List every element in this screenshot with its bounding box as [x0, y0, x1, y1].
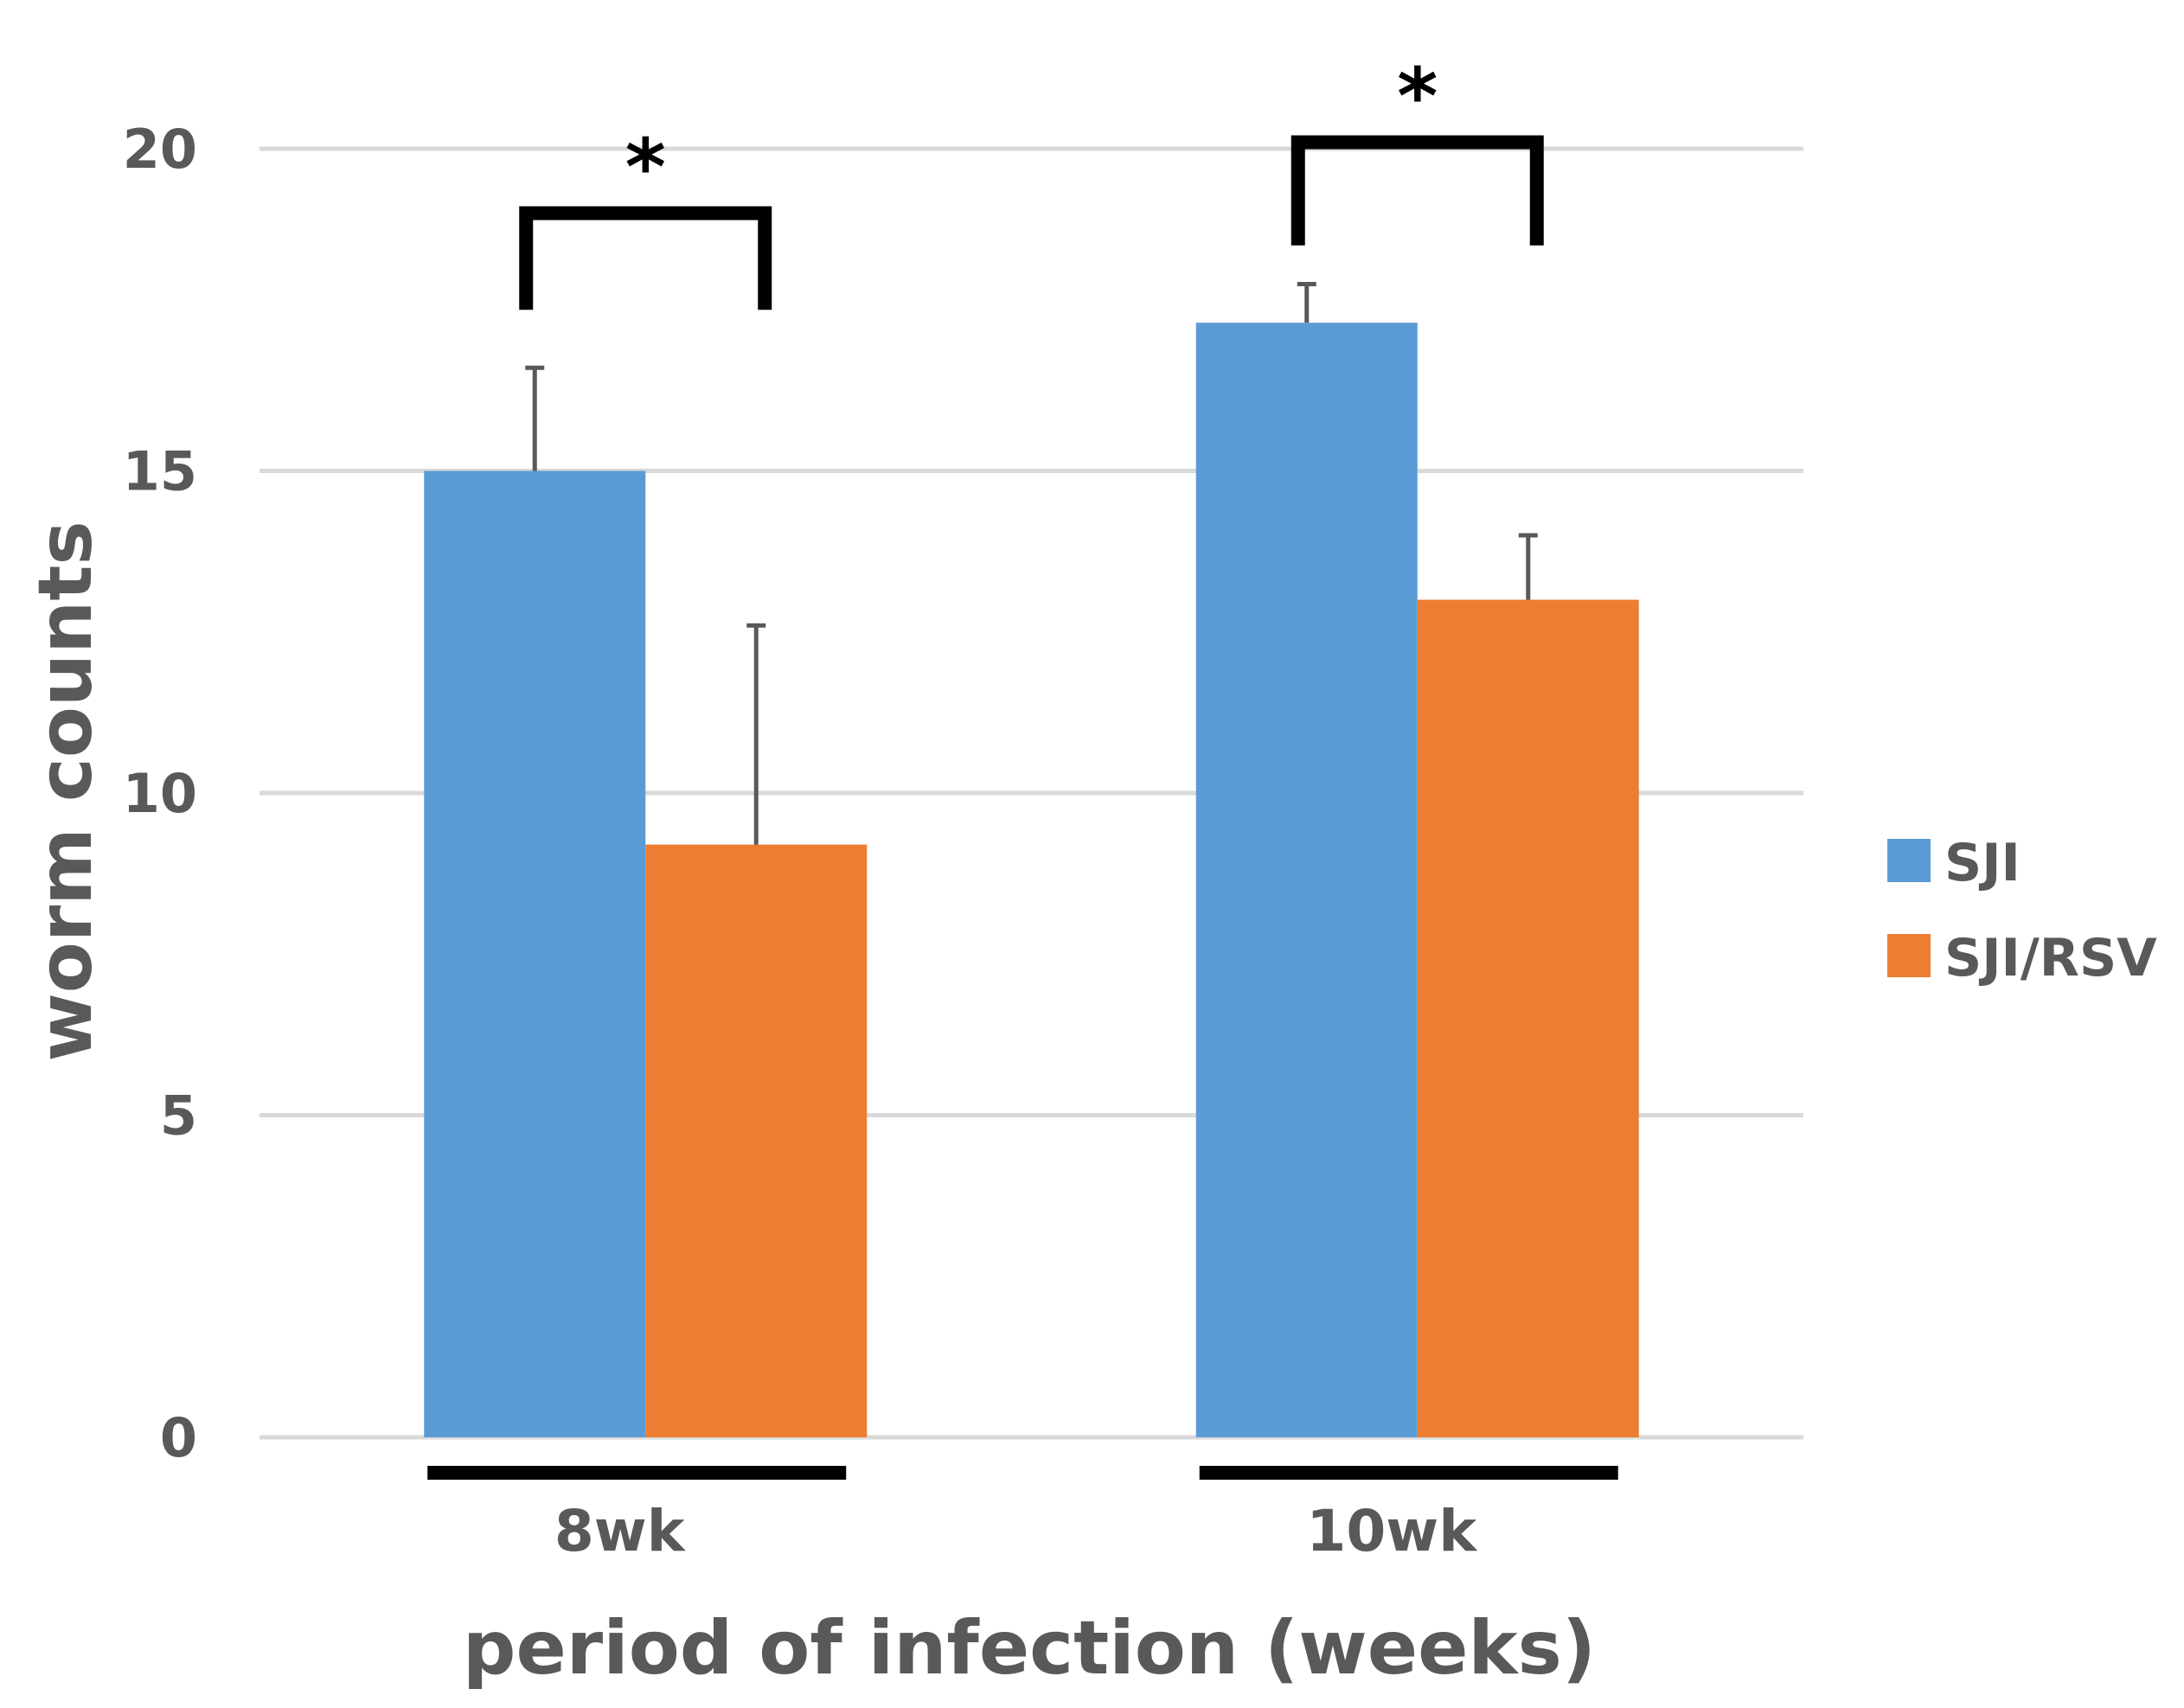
legend: SJI SJI/RSV: [1887, 833, 2157, 988]
significance-bracket: [1291, 135, 1544, 246]
bar-sji-10wk: [1195, 323, 1418, 1437]
legend-swatch: [1887, 839, 1931, 882]
significance-bracket: [519, 206, 772, 310]
y-axis-title: worm counts: [22, 521, 109, 1061]
y-tick-label: 20: [123, 118, 197, 181]
significance-marker: *: [625, 123, 666, 214]
x-tick-label: 8wk: [554, 1498, 687, 1564]
y-tick-label: 10: [123, 762, 197, 825]
error-bars: [525, 281, 1538, 845]
legend-label: SJI/RSV: [1944, 928, 2157, 988]
y-tick-label: 5: [160, 1084, 197, 1148]
x-tick-label: 10wk: [1306, 1498, 1478, 1564]
bar-sji-rsv-10wk: [1417, 599, 1639, 1437]
y-tick-label: 15: [123, 440, 197, 503]
x-tick-labels: 8wk 10wk: [554, 1498, 1478, 1564]
bar-sji-rsv-8wk: [645, 844, 868, 1437]
legend-swatch: [1887, 934, 1931, 977]
y-tick-labels: 0 5 10 15 20: [123, 118, 197, 1469]
x-axis-title: period of infection (weeks): [463, 1605, 1596, 1692]
bar-sji-8wk: [424, 470, 646, 1437]
significance-marker: *: [1397, 52, 1438, 143]
bars: [424, 323, 1639, 1437]
significance-brackets: **: [519, 52, 1544, 310]
legend-label: SJI: [1944, 833, 2021, 893]
y-tick-label: 0: [160, 1406, 197, 1469]
